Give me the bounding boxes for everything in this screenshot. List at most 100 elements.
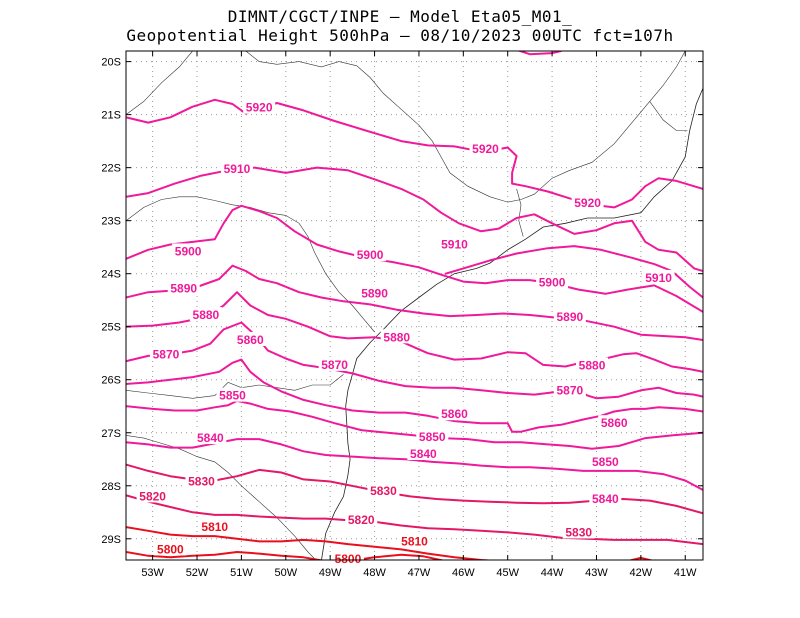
- contour-label-5910: 5910: [645, 271, 672, 285]
- state-border-RJ-SP: [516, 188, 524, 237]
- state-border-PR-north: [126, 196, 375, 333]
- contour-label-5870: 5870: [556, 383, 583, 397]
- x-tick-label: 44W: [541, 567, 564, 579]
- contour-line-5850: [126, 399, 703, 450]
- contour-label-5840: 5840: [592, 492, 619, 506]
- contour-label-5800: 5800: [157, 542, 184, 556]
- contour-label-bg: [358, 285, 391, 300]
- contour-line-5900: [126, 204, 703, 313]
- state-border-SC-RS: [126, 435, 317, 560]
- x-tick-label: 45W: [496, 567, 519, 579]
- contour-label-5900: 5900: [175, 244, 202, 258]
- contour-line-5890: [126, 264, 703, 341]
- contour-line-5820: [126, 494, 703, 546]
- contour-label-bg: [562, 524, 595, 539]
- contour-label-5910: 5910: [441, 238, 468, 252]
- x-tick-label: 47W: [408, 567, 431, 579]
- x-tick-label: 49W: [319, 567, 342, 579]
- contour-label-bg: [136, 488, 169, 503]
- contour-label-5870: 5870: [153, 347, 180, 361]
- y-tick-label: 28S: [101, 481, 121, 493]
- x-tick-label: 53W: [141, 567, 164, 579]
- contour-label-bg: [345, 512, 378, 527]
- x-tick-label: 50W: [274, 567, 297, 579]
- x-tick-label: 43W: [585, 567, 608, 579]
- contour-line-5910: [444, 245, 703, 299]
- y-tick-label: 24S: [101, 269, 121, 281]
- contour-label-5830: 5830: [370, 484, 397, 498]
- y-tick-label: 21S: [101, 110, 121, 122]
- contour-label-5920: 5920: [574, 196, 601, 210]
- contour-label-bg: [407, 445, 440, 460]
- contour-label-bg: [642, 269, 675, 284]
- map-boundaries: [126, 51, 703, 560]
- contour-label-5890: 5890: [361, 286, 388, 300]
- contour-label-5810: 5810: [401, 534, 428, 548]
- contour-label-bg: [194, 430, 227, 445]
- contour-label-5850: 5850: [592, 455, 619, 469]
- contour-label-5820: 5820: [139, 489, 166, 503]
- contour-line-5880: [126, 291, 703, 373]
- contour-label-5830: 5830: [188, 475, 215, 489]
- contour-label-bg: [416, 428, 449, 443]
- coastline-east-coast: [321, 87, 703, 560]
- contour-label-bg: [318, 356, 351, 371]
- contour-label-5920: 5920: [246, 101, 273, 115]
- contour-line-5800: [348, 553, 446, 560]
- x-tick-label: 52W: [186, 567, 209, 579]
- plot-frame: [125, 50, 704, 561]
- contour-label-bg: [589, 453, 622, 468]
- contour-label-5880: 5880: [579, 358, 606, 372]
- contour-label-5880: 5880: [193, 308, 220, 322]
- contour-label-5880: 5880: [383, 330, 410, 344]
- contour-label-5840: 5840: [410, 447, 437, 461]
- contour-label-bg: [220, 161, 253, 176]
- x-tick-label: 48W: [363, 567, 386, 579]
- contour-label-5890: 5890: [556, 310, 583, 324]
- contour-label-5860: 5860: [237, 333, 264, 347]
- y-tick-label: 23S: [101, 216, 121, 228]
- chart-subtitle: Geopotential Height 500hPa – 08/10/2023 …: [126, 26, 674, 45]
- contour-label-5840: 5840: [197, 431, 224, 445]
- y-tick-label: 29S: [101, 534, 121, 546]
- contour-label-5900: 5900: [539, 276, 566, 290]
- contour-label-5850: 5850: [419, 430, 446, 444]
- contour-label-5860: 5860: [601, 416, 628, 430]
- contour-label-bg: [438, 236, 471, 251]
- state-border-MG-SP: [245, 51, 686, 203]
- contour-label-bg: [154, 541, 187, 556]
- contour-label-bg: [589, 491, 622, 506]
- contour-label-5920: 5920: [472, 142, 499, 156]
- x-tick-label: 51W: [230, 567, 253, 579]
- contour-label-bg: [438, 406, 471, 421]
- contour-label-bg: [553, 309, 586, 324]
- contour-line-5930: [516, 51, 562, 56]
- contour-label-5800: 5800: [335, 552, 362, 566]
- contour-label-bg: [149, 346, 182, 361]
- contour-label-5850: 5850: [219, 389, 246, 403]
- y-tick-label: 26S: [101, 375, 121, 387]
- contour-label-bg: [185, 473, 218, 488]
- contour-label-bg: [354, 247, 387, 262]
- contour-line-5910: [126, 166, 703, 272]
- contour-label-bg: [331, 550, 364, 565]
- contour-label-bg: [576, 357, 609, 372]
- y-tick-label: 20S: [101, 57, 121, 69]
- contour-label-bg: [167, 280, 200, 295]
- state-border-MS-SP: [126, 51, 193, 115]
- contour-label-5820: 5820: [348, 513, 375, 527]
- contour-label-5870: 5870: [321, 358, 348, 372]
- contour-line-5800: [126, 551, 326, 560]
- contour-label-bg: [469, 141, 502, 156]
- contour-label-5910: 5910: [224, 162, 251, 176]
- contour-label-5830: 5830: [565, 525, 592, 539]
- contour-label-bg: [198, 519, 231, 534]
- contour-label-bg: [398, 533, 431, 548]
- y-tick-label: 27S: [101, 428, 121, 440]
- x-tick-label: 46W: [452, 567, 475, 579]
- contour-label-5890: 5890: [170, 282, 197, 296]
- contour-label-bg: [571, 195, 604, 210]
- contour-label-bg: [243, 99, 276, 114]
